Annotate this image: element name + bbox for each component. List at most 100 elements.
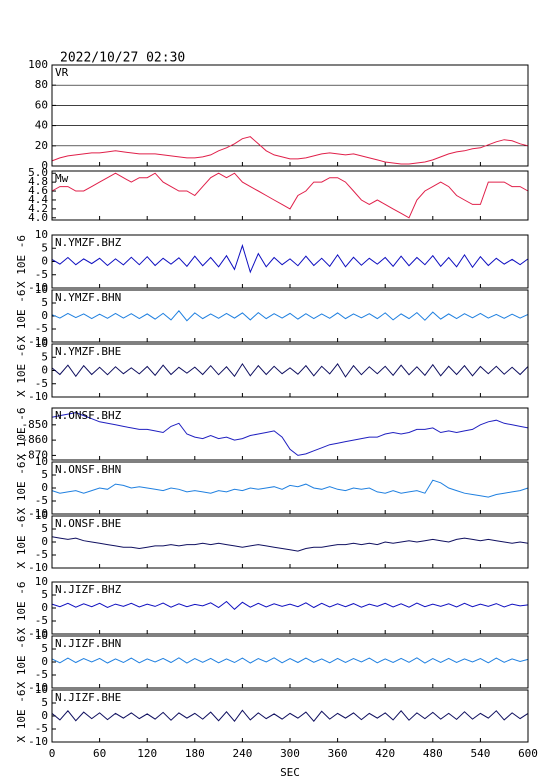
panel-label: Mw — [55, 172, 69, 185]
y-tick-label: 10 — [35, 575, 48, 588]
y-tick-label: 0 — [41, 481, 48, 494]
y-tick-label: -5 — [35, 377, 48, 390]
y-axis-label: X 10E -6 — [15, 690, 28, 743]
y-tick-label: 10 — [35, 509, 48, 522]
y-tick-label: 4.0 — [28, 211, 48, 224]
x-axis-label: SEC — [280, 766, 300, 779]
y-tick-label: -5 — [35, 722, 48, 735]
panel-label: N.JIZF.BHN — [55, 637, 121, 650]
data-line — [51, 600, 529, 610]
panel-label: N.JIZF.BHZ — [55, 583, 122, 596]
panel-label: N.ONSF.BHE — [55, 517, 121, 530]
x-tick-label: 180 — [185, 747, 205, 760]
data-line — [51, 412, 529, 456]
panel-frame — [51, 170, 529, 221]
y-tick-label: -5 — [35, 668, 48, 681]
panel-label: N.YMZF.BHN — [55, 291, 121, 304]
y-tick-label: 0 — [41, 364, 48, 377]
panel-frame — [51, 515, 529, 569]
data-line — [51, 479, 529, 498]
data-line — [51, 310, 529, 322]
y-tick-label: 4.2 — [28, 202, 48, 215]
y-tick-label: -10 — [28, 507, 48, 520]
panel-frame — [51, 343, 529, 398]
x-tick-label: 240 — [232, 747, 252, 760]
panel-label: N.JIZF.BHE — [55, 691, 121, 704]
y-tick-label: -10 — [28, 281, 48, 294]
y-tick-label: 4.4 — [28, 193, 48, 206]
data-line — [51, 243, 529, 274]
panel-frame — [51, 581, 529, 635]
x-tick-label: 480 — [423, 747, 443, 760]
y-tick-label: -850 — [22, 418, 49, 431]
data-line — [51, 536, 529, 552]
x-tick-label: 540 — [470, 747, 490, 760]
y-tick-label: -5 — [35, 322, 48, 335]
chart-title: 2022/10/27 02:30 — [60, 51, 185, 66]
y-axis-label: X 10E -6 — [15, 344, 28, 397]
y-tick-label: -870 — [22, 448, 49, 461]
y-tick-label: 0 — [41, 309, 48, 322]
data-line — [51, 709, 529, 723]
y-axis-label: X 10E -6 — [15, 235, 28, 288]
data-line — [51, 136, 529, 165]
data-line — [51, 172, 529, 219]
y-tick-label: 5.0 — [28, 166, 48, 179]
y-tick-label: -5 — [35, 548, 48, 561]
panel-frame — [51, 64, 529, 167]
panel-frame — [51, 689, 529, 743]
y-tick-label: -10 — [28, 561, 48, 574]
panel-frame — [51, 461, 529, 515]
panel-label: VR — [55, 66, 69, 79]
y-tick-label: -10 — [28, 335, 48, 348]
y-axis-label: X 10E -6 — [15, 408, 28, 461]
y-tick-label: 0 — [41, 255, 48, 268]
y-tick-label: 10 — [35, 283, 48, 296]
y-tick-label: -5 — [35, 614, 48, 627]
y-tick-label: 60 — [35, 98, 48, 111]
y-tick-label: 5 — [41, 468, 48, 481]
y-tick-label: -10 — [28, 681, 48, 694]
y-tick-label: 10 — [35, 629, 48, 642]
y-tick-label: 0 — [41, 535, 48, 548]
data-line — [51, 362, 529, 378]
y-tick-label: -10 — [28, 627, 48, 640]
y-tick-label: 5 — [41, 642, 48, 655]
y-tick-label: 5 — [41, 296, 48, 309]
y-tick-label: 10 — [35, 455, 48, 468]
x-tick-label: 360 — [328, 747, 348, 760]
y-tick-label: 20 — [35, 139, 48, 152]
y-tick-label: 80 — [35, 78, 48, 91]
y-tick-label: 0 — [41, 601, 48, 614]
y-tick-label: 5 — [41, 522, 48, 535]
panel-label: N.ONSF.BHZ — [55, 409, 122, 422]
y-axis-label: X 10E -6 — [15, 516, 28, 569]
x-tick-label: 60 — [93, 747, 106, 760]
y-tick-label: 4.6 — [28, 184, 48, 197]
y-tick-label: 0 — [41, 655, 48, 668]
y-axis-label: X 10E -6 — [15, 290, 28, 343]
y-axis-label: X 10E -6 — [15, 636, 28, 689]
y-tick-label: 40 — [35, 119, 48, 132]
y-tick-label: -5 — [35, 494, 48, 507]
panel-frame — [51, 289, 529, 343]
y-tick-label: 0 — [41, 709, 48, 722]
y-tick-label: -10 — [28, 735, 48, 748]
panel-label: N.YMZF.BHE — [55, 345, 121, 358]
panel-frame — [51, 635, 529, 689]
y-tick-label: 5 — [41, 588, 48, 601]
x-tick-label: 300 — [280, 747, 300, 760]
y-axis-label: X 10E -6 — [15, 582, 28, 635]
y-tick-label: -5 — [35, 268, 48, 281]
panel-label: N.YMZF.BHZ — [55, 236, 122, 249]
y-tick-label: 10 — [35, 683, 48, 696]
y-tick-label: 0 — [41, 159, 48, 172]
y-tick-label: -10 — [28, 390, 48, 403]
y-tick-label: 10 — [35, 337, 48, 350]
y-tick-label: -860 — [22, 433, 49, 446]
y-tick-label: 4.8 — [28, 175, 48, 188]
y-tick-label: 5 — [41, 350, 48, 363]
x-tick-label: 0 — [49, 747, 56, 760]
y-axis-label: X 10E -6 — [15, 462, 28, 515]
x-tick-label: 420 — [375, 747, 395, 760]
